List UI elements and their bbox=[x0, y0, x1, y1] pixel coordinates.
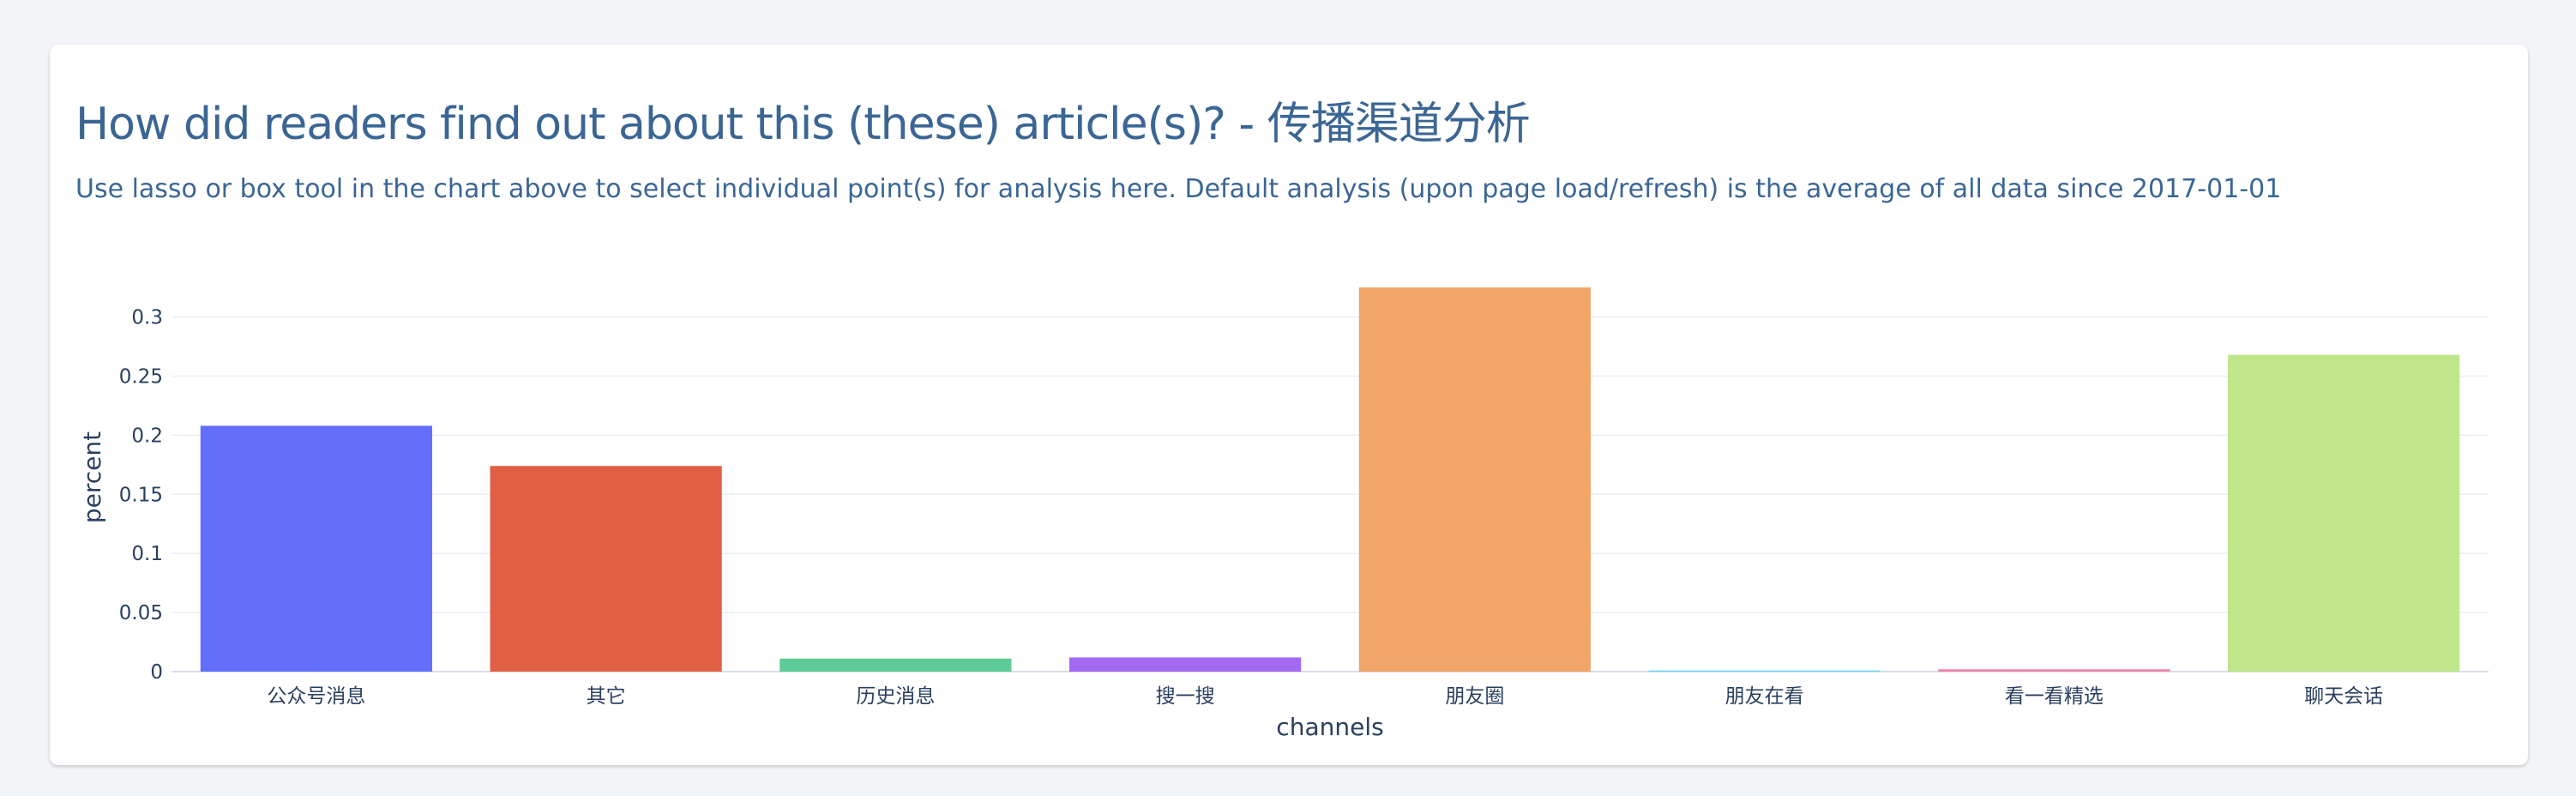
x-axis-title: channels bbox=[1276, 713, 1383, 741]
y-tick-label: 0.3 bbox=[131, 307, 163, 329]
page-subtitle: Use lasso or box tool in the chart above… bbox=[75, 174, 2282, 204]
x-tick-label: 公众号消息 bbox=[267, 685, 365, 708]
bars[interactable] bbox=[200, 287, 2460, 672]
x-tick-labels: 公众号消息 其它 历史消息 搜一搜 朋友圈 朋友在看 看一看精选 聊天会话 bbox=[267, 685, 2383, 708]
page-title: How did readers find out about this (the… bbox=[75, 99, 1531, 150]
bar[interactable] bbox=[1069, 657, 1302, 672]
y-tick-label: 0 bbox=[150, 661, 163, 684]
y-tick-label: 0.1 bbox=[131, 543, 163, 565]
bar[interactable] bbox=[2228, 354, 2460, 672]
y-axis-title: percent bbox=[78, 431, 106, 523]
x-tick-label: 其它 bbox=[587, 685, 626, 708]
y-tick-labels: 0 0.05 0.1 0.15 0.2 0.25 0.3 bbox=[119, 307, 163, 684]
y-tick-label: 0.15 bbox=[119, 484, 163, 506]
x-tick-label: 朋友圈 bbox=[1445, 685, 1504, 708]
x-tick-label: 聊天会话 bbox=[2304, 685, 2383, 708]
bar[interactable] bbox=[1358, 287, 1591, 672]
bar[interactable] bbox=[779, 658, 1012, 672]
y-tick-label: 0.25 bbox=[119, 366, 163, 389]
bar[interactable] bbox=[490, 466, 722, 672]
chart-card bbox=[50, 45, 2528, 765]
y-tick-label: 0.05 bbox=[119, 602, 163, 624]
bar[interactable] bbox=[1648, 670, 1881, 672]
bar[interactable] bbox=[200, 425, 432, 672]
x-tick-label: 看一看精选 bbox=[2005, 685, 2104, 708]
x-tick-label: 搜一搜 bbox=[1156, 685, 1215, 708]
x-tick-label: 朋友在看 bbox=[1725, 685, 1804, 708]
y-tick-label: 0.2 bbox=[131, 425, 163, 447]
bar[interactable] bbox=[1938, 669, 2170, 672]
x-tick-label: 历史消息 bbox=[856, 685, 935, 708]
